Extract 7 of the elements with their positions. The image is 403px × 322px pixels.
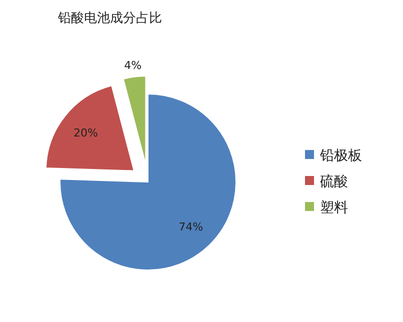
chart-title: 铅酸电池成分占比 <box>57 11 162 26</box>
data-label: 4% <box>124 58 142 72</box>
legend-label: 铅极板 <box>319 148 362 164</box>
data-label: 20% <box>74 126 98 140</box>
data-label: 74% <box>178 220 204 234</box>
legend-label: 硫酸 <box>320 174 348 190</box>
legend-label: 塑料 <box>320 200 348 216</box>
